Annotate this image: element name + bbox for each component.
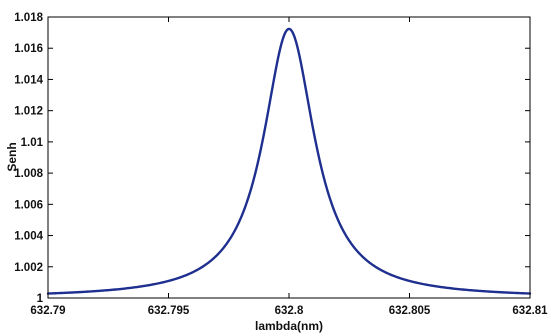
y-tick-label: 1.008 [14,168,43,180]
x-tick-label: 632.79 [30,305,65,317]
plot-frame [47,16,531,299]
y-tick-label: 1.006 [14,199,43,211]
y-axis-label: Senh [5,142,19,171]
y-tick-label: 1.016 [14,43,43,55]
x-axis-label: lambda(nm) [255,319,323,333]
y-tick-label: 1.002 [14,262,43,274]
series-line [46,27,532,295]
x-tick-label: 632.8 [275,305,304,317]
x-tick-labels: 632.79 632.795 632.8 632.805 632.81 [30,305,548,317]
y-tick-label: 1.012 [14,106,43,118]
y-tick-labels: 1 1.002 1.004 1.006 1.008 1.01 1.012 1.014 1.016… [14,12,43,305]
y-tick-label: 1.018 [14,12,43,24]
x-tick-label: 632.795 [148,305,190,317]
y-tick-label: 1.004 [14,231,43,243]
y-tick-label: 1 [37,293,44,305]
x-tick-label: 632.805 [389,305,431,317]
y-tick-label: 1.01 [21,137,44,149]
y-tick-label: 1.014 [14,74,43,86]
x-tick-label: 632.81 [512,305,548,317]
axis-ticks [47,16,531,299]
